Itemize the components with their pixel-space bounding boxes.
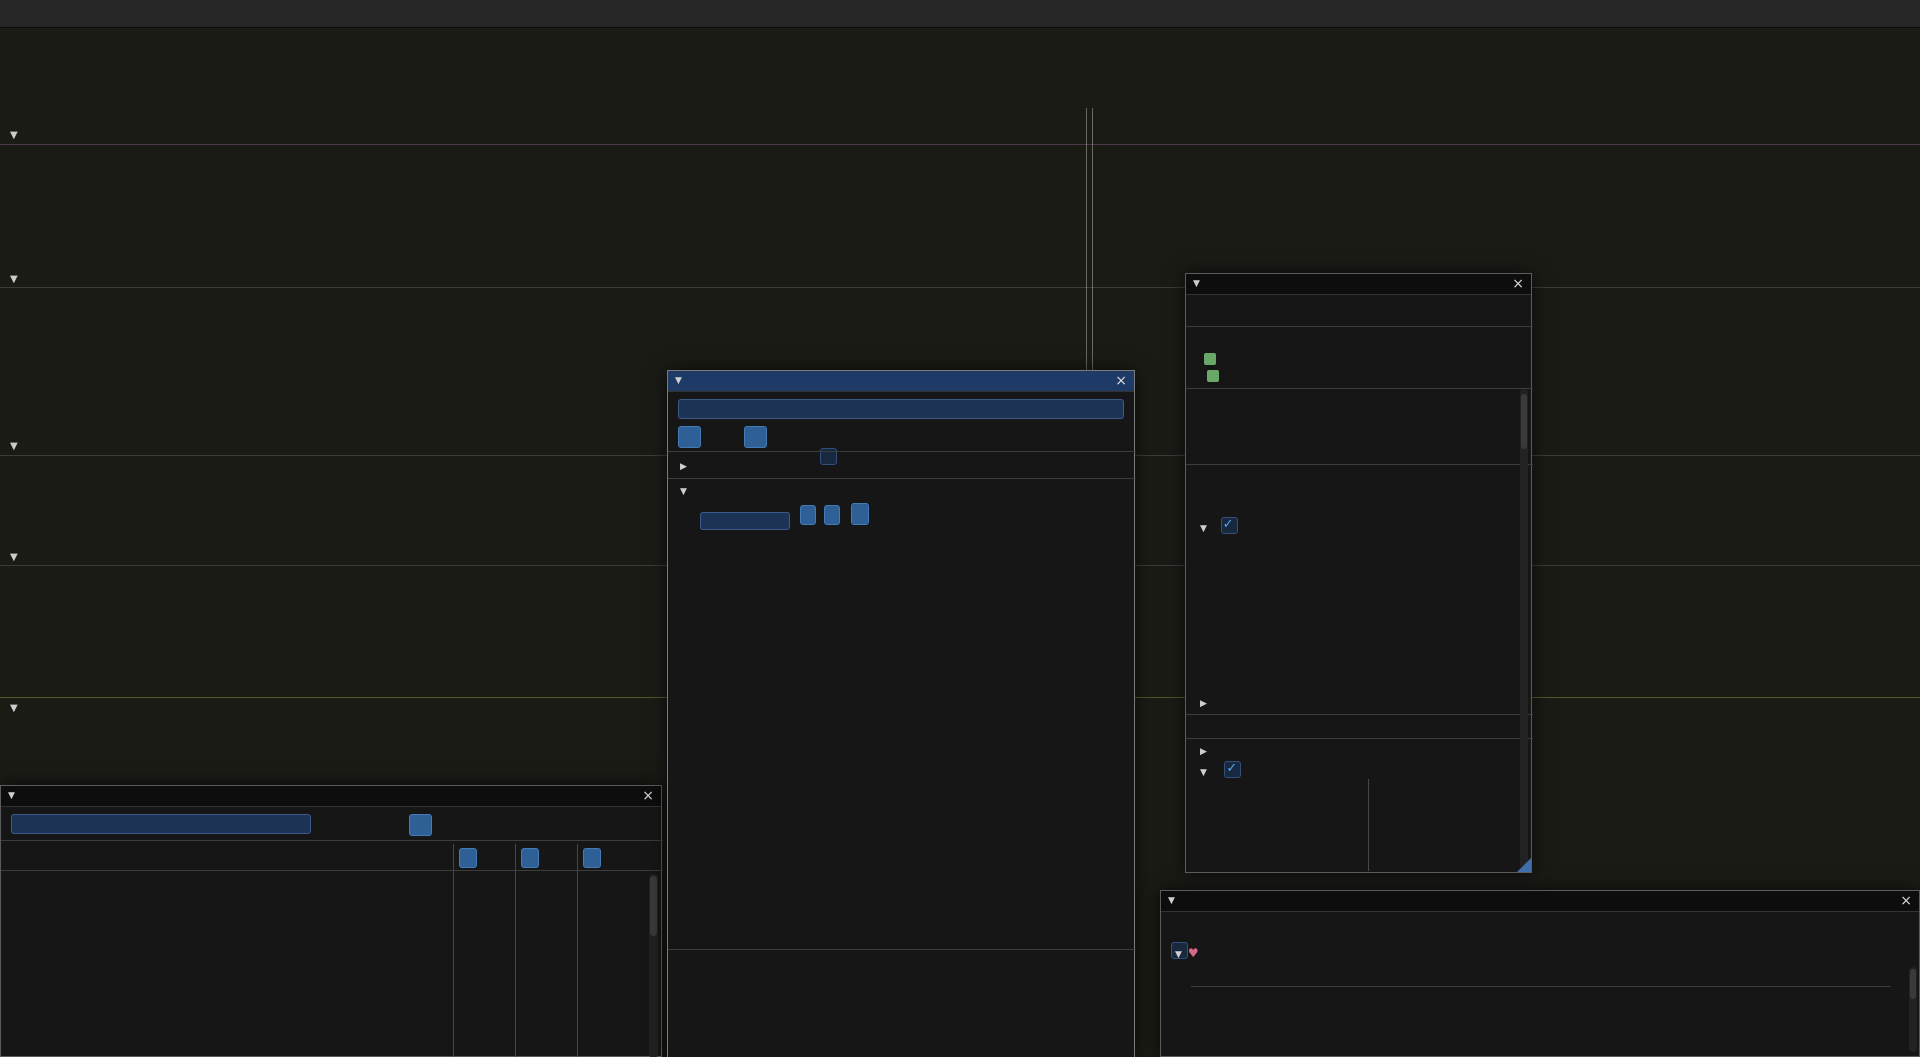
cpu-data-header[interactable]: ▼ xyxy=(10,127,23,142)
guif-worker2-header[interactable]: ▼ xyxy=(10,438,23,453)
collapse-icon[interactable]: ▼ xyxy=(1193,279,1200,289)
child-zones[interactable]: ▼ xyxy=(1200,760,1245,782)
time-relative-checkbox[interactable] xyxy=(1220,516,1238,534)
group-children-checkbox[interactable] xyxy=(1224,760,1242,778)
collapse-icon[interactable]: ▼ xyxy=(675,376,682,386)
memory-usage-header[interactable]: ▼ xyxy=(10,700,35,715)
frame-overview-strip[interactable] xyxy=(0,28,1920,72)
ignore-case-checkbox[interactable] xyxy=(820,448,837,465)
location-swatch xyxy=(1203,353,1216,365)
toolbar xyxy=(0,0,1920,28)
collapse-icon[interactable]: ▼ xyxy=(10,130,18,141)
find-zone-window: ▼ × ▶ ▼ xyxy=(667,370,1136,1057)
bin-plus-button[interactable] xyxy=(823,505,840,525)
wait-regions-section[interactable]: ▼ xyxy=(1200,516,1241,538)
thread-swatch xyxy=(1207,370,1220,382)
find-zone-histogram[interactable] xyxy=(695,686,1127,936)
collapse-icon[interactable]: ▼ xyxy=(10,552,18,563)
collapse-icon[interactable]: ▼ xyxy=(10,703,18,714)
statistics-window: ▼ × xyxy=(0,785,663,1057)
active-allocations-section[interactable]: ▼ ♥ xyxy=(1175,946,1199,960)
thread2-header[interactable]: ▼ xyxy=(10,271,23,286)
find-zone-input[interactable] xyxy=(678,399,1124,419)
memory-window: ▼ × ▼ ♥ xyxy=(1160,890,1920,1057)
restrict-time-checkbox[interactable] xyxy=(1171,942,1188,959)
window-titlebar[interactable]: ▼ × xyxy=(1161,891,1919,912)
close-icon[interactable]: × xyxy=(1900,893,1912,909)
min-bin-row xyxy=(694,503,870,530)
window-titlebar[interactable]: ▼ × xyxy=(668,371,1134,392)
zone-info-window: ▼ × ▼ ▶ ▶ ▼ xyxy=(1185,273,1533,873)
min-bin-input[interactable] xyxy=(700,512,790,530)
guif-worker0-header[interactable]: ▼ xyxy=(10,549,23,564)
col-counts[interactable] xyxy=(521,848,539,868)
collapse-icon[interactable]: ▼ xyxy=(1168,896,1175,906)
col-total-time[interactable] xyxy=(459,848,477,868)
filter-zones-input[interactable] xyxy=(11,814,311,834)
allocations-list[interactable]: ▶ xyxy=(1200,699,1207,709)
cpu-usage-graph xyxy=(0,146,1920,182)
matched-source-locations[interactable]: ▶ xyxy=(680,462,687,472)
collapse-icon[interactable]: ▼ xyxy=(10,274,18,285)
clear-filter-button[interactable] xyxy=(409,814,432,836)
bin-minus-button[interactable] xyxy=(799,505,816,525)
collapse-icon[interactable]: ▼ xyxy=(8,791,15,801)
reset-button[interactable] xyxy=(851,503,870,525)
resize-grip[interactable] xyxy=(1517,858,1531,872)
close-icon[interactable]: × xyxy=(1115,373,1127,389)
clear-button[interactable] xyxy=(744,426,767,448)
histogram-section[interactable]: ▼ xyxy=(680,487,687,497)
close-icon[interactable]: × xyxy=(1512,276,1524,292)
close-icon[interactable]: × xyxy=(642,788,654,804)
find-button[interactable] xyxy=(678,426,701,448)
col-mtpc[interactable] xyxy=(583,848,601,868)
zone-trace[interactable]: ▶ xyxy=(1200,747,1207,757)
time-ruler xyxy=(0,72,1920,108)
window-titlebar[interactable]: ▼ × xyxy=(1,786,661,807)
collapse-icon[interactable]: ▼ xyxy=(10,441,18,452)
window-titlebar[interactable]: ▼ × xyxy=(1186,274,1531,295)
